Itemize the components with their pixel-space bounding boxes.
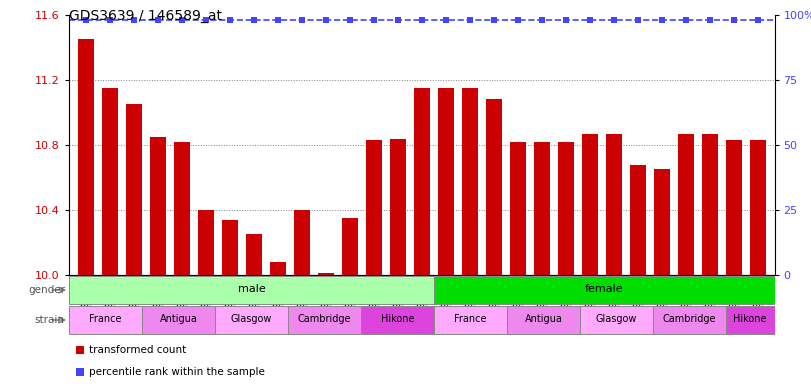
Bar <box>246 234 261 275</box>
Point <box>415 17 428 23</box>
Text: percentile rank within the sample: percentile rank within the sample <box>88 367 264 377</box>
Text: Hikone: Hikone <box>733 314 767 324</box>
Bar <box>215 306 288 334</box>
Bar <box>434 276 775 305</box>
Bar <box>653 306 726 334</box>
Bar <box>507 306 580 334</box>
Point <box>343 17 356 23</box>
Point <box>655 17 668 23</box>
Point <box>79 17 92 23</box>
Point <box>151 17 164 23</box>
Bar <box>288 306 361 334</box>
Bar <box>630 164 646 275</box>
Bar <box>142 306 215 334</box>
Point <box>271 17 284 23</box>
Bar <box>270 262 285 275</box>
Point <box>391 17 404 23</box>
Bar <box>198 210 213 275</box>
Point <box>512 245 525 251</box>
Bar <box>580 306 653 334</box>
Point <box>727 17 740 23</box>
Text: Glasgow: Glasgow <box>595 314 637 324</box>
Point <box>751 17 764 23</box>
Text: female: female <box>585 285 624 295</box>
Bar <box>318 273 333 275</box>
Bar <box>678 134 693 275</box>
Bar <box>702 134 718 275</box>
Bar <box>582 134 598 275</box>
Text: Hikone: Hikone <box>380 314 414 324</box>
Point <box>487 17 500 23</box>
Bar <box>606 134 621 275</box>
Text: gender: gender <box>28 285 65 295</box>
Point <box>680 17 693 23</box>
Bar <box>434 306 507 334</box>
Bar <box>69 306 142 334</box>
Bar <box>342 218 358 275</box>
Bar <box>390 139 406 275</box>
Point <box>200 17 212 23</box>
Text: transformed count: transformed count <box>88 345 186 355</box>
Bar <box>150 137 165 275</box>
Point <box>320 17 333 23</box>
Point <box>247 17 260 23</box>
Bar <box>102 88 118 275</box>
Point <box>631 17 644 23</box>
Text: Cambridge: Cambridge <box>663 314 716 324</box>
Point <box>560 17 573 23</box>
Point <box>535 17 548 23</box>
Point <box>295 17 308 23</box>
Bar <box>726 140 741 275</box>
Point <box>440 17 453 23</box>
Text: Glasgow: Glasgow <box>230 314 272 324</box>
Bar <box>750 140 766 275</box>
Point <box>175 17 188 23</box>
Bar <box>126 104 142 275</box>
Text: Antigua: Antigua <box>525 314 562 324</box>
Bar <box>294 210 310 275</box>
Bar <box>726 306 775 334</box>
Point <box>512 45 525 51</box>
Point <box>367 17 380 23</box>
Point <box>223 17 236 23</box>
Bar <box>534 142 550 275</box>
Bar <box>366 140 381 275</box>
Point <box>703 17 716 23</box>
Point <box>127 17 140 23</box>
Text: France: France <box>89 314 122 324</box>
Bar <box>654 169 670 275</box>
Text: France: France <box>454 314 487 324</box>
Bar <box>462 88 478 275</box>
Point <box>463 17 476 23</box>
Text: GDS3639 / 146589_at: GDS3639 / 146589_at <box>69 9 222 23</box>
Bar <box>222 220 238 275</box>
Bar <box>361 306 434 334</box>
Bar <box>414 88 430 275</box>
Point <box>103 17 116 23</box>
Bar <box>510 142 526 275</box>
Bar <box>78 40 93 275</box>
Text: male: male <box>238 285 265 295</box>
Bar <box>174 142 190 275</box>
Bar <box>438 88 453 275</box>
Text: Antigua: Antigua <box>160 314 197 324</box>
Bar <box>558 142 573 275</box>
Point <box>583 17 596 23</box>
Point <box>607 17 620 23</box>
Point <box>511 17 524 23</box>
Text: Cambridge: Cambridge <box>298 314 351 324</box>
Text: strain: strain <box>35 315 65 325</box>
Bar <box>69 276 434 305</box>
Bar <box>486 99 501 275</box>
